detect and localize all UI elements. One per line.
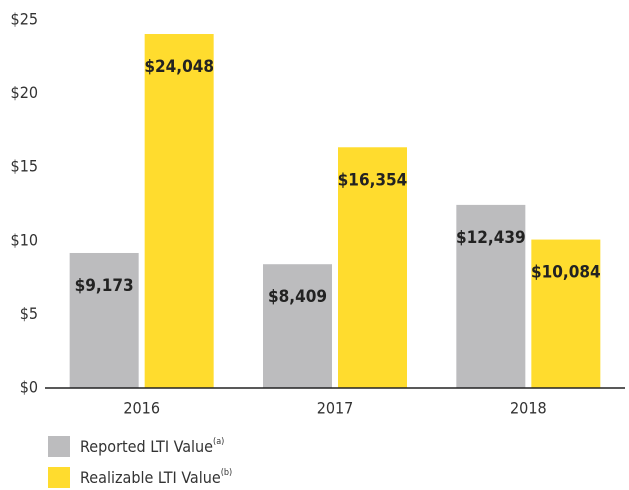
legend-name: Reported LTI Value bbox=[80, 437, 213, 456]
legend-footnote: (b) bbox=[221, 468, 232, 478]
y-tick-label: $25 bbox=[11, 10, 38, 29]
value-label: $9,173 bbox=[75, 276, 134, 296]
y-tick-label: $0 bbox=[20, 378, 38, 397]
legend-label: Reported LTI Value(a) bbox=[80, 437, 224, 456]
legend-label: Realizable LTI Value(b) bbox=[80, 468, 232, 487]
value-label: $16,354 bbox=[338, 170, 408, 190]
legend-swatch bbox=[48, 436, 70, 457]
value-label: $12,439 bbox=[456, 228, 526, 248]
legend-name: Realizable LTI Value bbox=[80, 468, 221, 487]
bar bbox=[69, 252, 139, 388]
value-label: $8,409 bbox=[268, 287, 327, 307]
value-label: $10,084 bbox=[531, 263, 601, 283]
bar bbox=[338, 147, 407, 388]
legend-swatch bbox=[48, 467, 70, 488]
x-tick-label: 2016 bbox=[123, 399, 160, 418]
bar bbox=[144, 34, 214, 389]
bar bbox=[263, 264, 332, 388]
y-tick-label: $15 bbox=[11, 157, 38, 176]
x-tick-label: 2018 bbox=[510, 399, 547, 418]
bar bbox=[531, 239, 601, 388]
legend-footnote: (a) bbox=[213, 437, 224, 447]
y-tick-label: $20 bbox=[11, 83, 38, 102]
y-tick-label: $5 bbox=[20, 304, 38, 323]
y-tick-label: $10 bbox=[11, 230, 38, 249]
bar bbox=[456, 204, 526, 388]
x-tick-label: 2017 bbox=[317, 399, 354, 418]
value-label: $24,048 bbox=[144, 57, 214, 77]
